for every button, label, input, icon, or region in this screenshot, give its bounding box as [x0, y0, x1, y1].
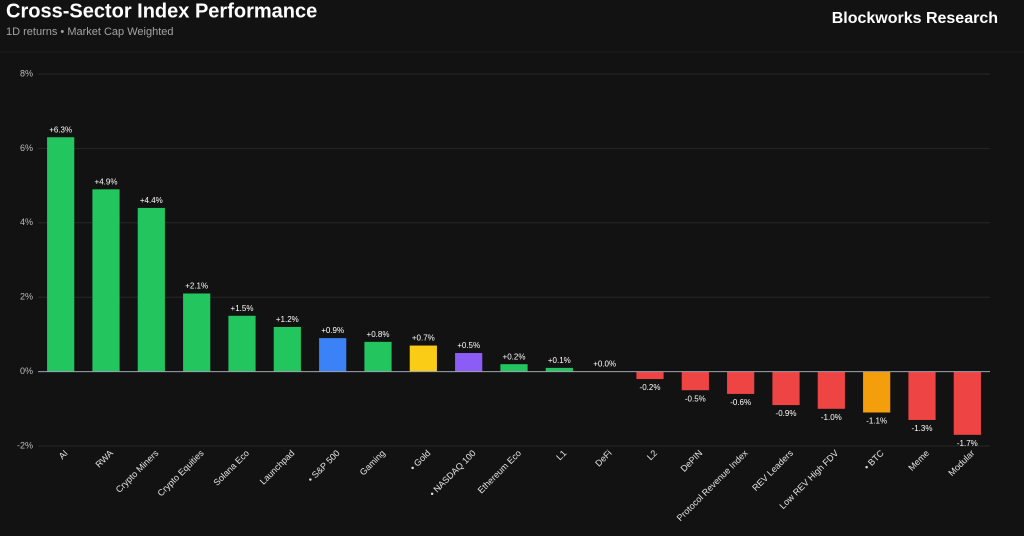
y-tick-label: 0% — [20, 366, 33, 376]
value-label: -0.6% — [730, 398, 751, 407]
value-label: -0.9% — [776, 409, 797, 418]
y-tick-label: 2% — [20, 292, 33, 302]
value-label: +1.2% — [276, 315, 299, 324]
bar — [137, 207, 165, 372]
y-tick-label: 4% — [20, 217, 33, 227]
brand: Blockworks Research — [832, 10, 998, 27]
bar — [817, 371, 845, 409]
bar — [47, 137, 75, 372]
value-label: +0.7% — [412, 334, 435, 343]
value-label: +0.8% — [367, 330, 390, 339]
value-label: +4.9% — [95, 177, 118, 186]
value-label: -1.0% — [821, 413, 842, 422]
value-label: +0.2% — [503, 352, 526, 361]
bar — [772, 371, 800, 406]
bar — [636, 371, 664, 380]
value-label: +0.9% — [321, 326, 344, 335]
bar — [364, 341, 392, 372]
bar — [319, 338, 347, 372]
value-label: +0.5% — [457, 341, 480, 350]
chart-title: Cross-Sector Index Performance — [6, 0, 317, 22]
value-label: +0.1% — [548, 356, 571, 365]
bar — [500, 364, 528, 372]
value-label: +4.4% — [140, 196, 163, 205]
bar — [92, 189, 120, 372]
value-label: -1.1% — [866, 417, 887, 426]
bar — [863, 371, 891, 413]
chart-subtitle: 1D returns • Market Cap Weighted — [6, 26, 174, 38]
value-label: -1.7% — [957, 439, 978, 448]
y-tick-label: 8% — [20, 68, 33, 78]
value-label: +2.1% — [185, 282, 208, 291]
bar — [409, 345, 437, 372]
y-tick-label: -2% — [17, 440, 33, 450]
bar — [273, 326, 301, 372]
bar — [228, 315, 256, 372]
value-label: -0.2% — [640, 383, 661, 392]
bar — [953, 371, 981, 435]
value-label: +0.0% — [593, 360, 616, 369]
y-tick-label: 6% — [20, 143, 33, 153]
value-label: -0.5% — [685, 394, 706, 403]
bar — [908, 371, 936, 420]
value-label: +1.5% — [231, 304, 254, 313]
bar — [183, 293, 211, 372]
bar — [681, 371, 709, 391]
value-label: +6.3% — [49, 125, 72, 134]
value-label: -1.3% — [912, 424, 933, 433]
bar — [545, 367, 573, 372]
bar — [727, 371, 755, 394]
bar — [455, 353, 483, 372]
